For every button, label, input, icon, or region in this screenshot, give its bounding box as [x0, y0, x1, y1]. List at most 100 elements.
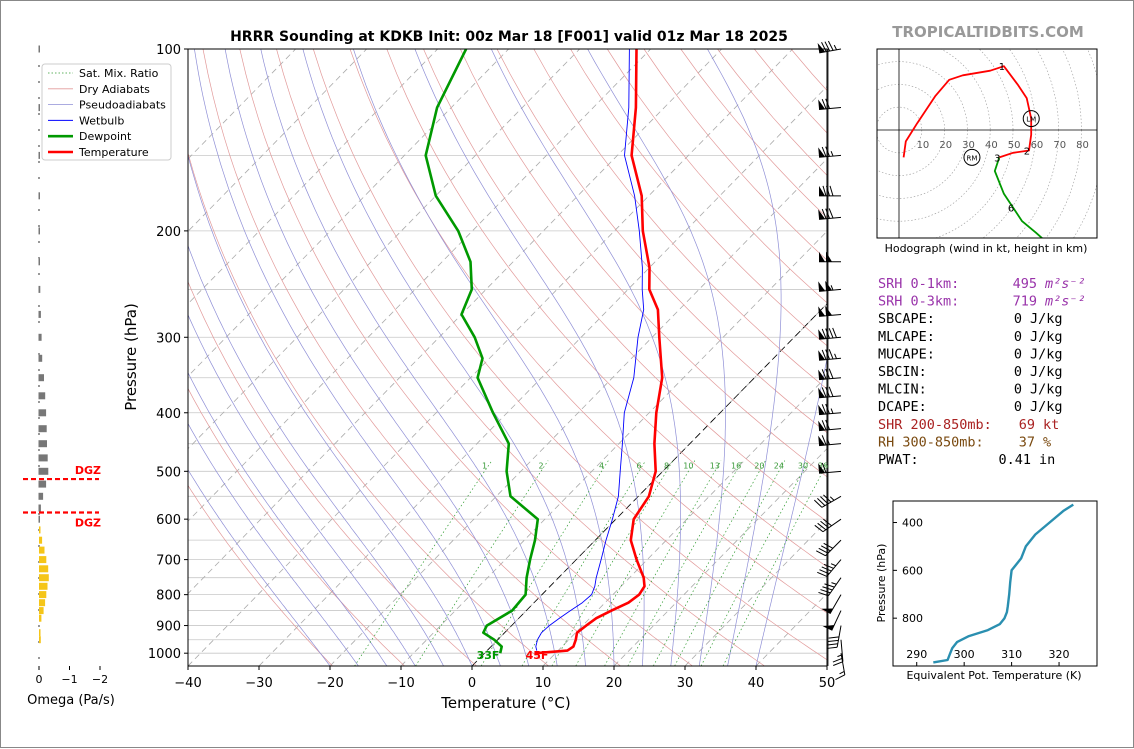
skewt-y-tick-label: 300 [156, 331, 181, 346]
stat-value: 0 [1014, 399, 1022, 415]
wind-barb [823, 611, 841, 631]
skewt-y-tick-label: 600 [156, 513, 181, 528]
wind-barb-feather [829, 637, 839, 638]
omega-bar [39, 526, 41, 533]
stat-unit: % [1043, 434, 1051, 450]
wind-barb-feather [827, 644, 837, 645]
wind-barb-feather [817, 572, 827, 576]
stat-value: 495 [1013, 276, 1037, 292]
dry-adiabat-line [313, 49, 836, 666]
wind-barb-feather [829, 369, 833, 379]
omega-bar [39, 355, 43, 362]
pseudoadiabat-line [144, 49, 444, 666]
wind-barb-flag [825, 306, 832, 316]
theta-e-line [933, 505, 1073, 663]
omega-bar [39, 468, 49, 475]
omega-bar [39, 104, 41, 111]
stat-value: 0.41 [998, 452, 1031, 468]
skewt-axes: 1002003004005006007008009001000−40−30−20… [148, 43, 835, 691]
wind-barb [818, 99, 841, 110]
wind-barb [818, 41, 841, 53]
stat-value: 0 [1014, 346, 1022, 362]
stat-row: RH 300-850mb:37% [878, 434, 1051, 450]
stat-label: SBCIN: [878, 364, 927, 380]
mixing-ratio-line [628, 461, 742, 666]
omega-bar [39, 409, 47, 416]
omega-bar [39, 516, 41, 523]
stat-label: SHR 200-850mb: [878, 417, 992, 433]
wind-barb-feather [833, 658, 843, 662]
wind-barb [818, 387, 841, 398]
wind-barb [818, 435, 841, 445]
stat-label: RH 300-850mb: [878, 434, 984, 450]
omega-bar [39, 505, 41, 512]
stat-label: PWAT: [878, 452, 919, 468]
mixing-ratio-label: 2 [538, 461, 543, 470]
omega-bar [39, 547, 45, 554]
mixing-ratio-label: 16 [731, 461, 741, 470]
skewt-y-tick-label: 200 [156, 225, 181, 240]
skewt-y-tick-label: 1000 [148, 647, 181, 662]
skewt-x-tick-label: 0 [468, 676, 476, 691]
legend-entry: Pseudoadiabats [79, 99, 166, 112]
stat-unit: m²s⁻² [1044, 294, 1086, 310]
hodograph-height-label: 9 [1099, 286, 1105, 297]
hodograph-height-label: 2 [1024, 147, 1030, 158]
wind-barb-feather [833, 328, 837, 338]
legend-entry: Wetbulb [79, 114, 124, 127]
wind-barb [819, 186, 841, 196]
wind-barb-half-feather [831, 564, 836, 566]
omega-bar [39, 227, 41, 234]
wind-barb-half-feather [834, 45, 836, 50]
wind-barb [818, 281, 841, 292]
stat-label: MLCIN: [878, 382, 927, 398]
hodograph-ring-label: 10 [917, 140, 930, 151]
omega-bar [39, 258, 41, 265]
isotherm-line [188, 49, 793, 666]
wind-barb-half-feather [831, 583, 836, 585]
pseudoadiabat-line [168, 49, 473, 666]
skewt-x-tick-label: −10 [387, 676, 414, 691]
omega-bar [39, 493, 44, 500]
wind-barb [818, 369, 841, 380]
omega-bar [39, 565, 48, 572]
wind-barb [835, 653, 844, 679]
chart-title: HRRR Sounding at KDKB Init: 00z Mar 18 [… [230, 29, 788, 45]
omega-bar [39, 636, 41, 643]
hodograph-height-label: 1 [999, 62, 1005, 73]
mixing-ratio-label: 10 [683, 461, 693, 470]
wind-barb [816, 540, 841, 556]
omega-bar [39, 334, 42, 341]
skewt-y-tick-label: 700 [156, 554, 181, 569]
hodograph-marker-label: RM [967, 154, 978, 162]
mixing-ratio-label: 6 [636, 461, 641, 470]
omega-x-tick-label: 0 [36, 673, 43, 686]
isotherm-line [259, 49, 864, 666]
surface-temperature-label: 45F [526, 649, 549, 662]
wind-barb-staff [832, 611, 841, 631]
wind-barb [818, 208, 841, 219]
wind-barb [818, 349, 841, 360]
hodograph-ring-label: 50 [1008, 140, 1021, 151]
pseudoadiabat-line [415, 49, 644, 666]
wind-barb-half-feather [831, 151, 833, 156]
skewt-x-tick-label: 20 [606, 676, 623, 691]
wind-barb-feather [828, 640, 838, 641]
hodograph-marker-label: LM [1026, 116, 1036, 124]
stat-label: MLCAPE: [878, 329, 935, 345]
mixing-ratio-line [653, 461, 765, 666]
stat-unit: J/kg [1030, 399, 1063, 415]
mixing-ratio-label: 13 [710, 461, 720, 470]
omega-bar [39, 311, 41, 318]
skewt-x-tick-label: −30 [245, 676, 272, 691]
dgz-label: DGZ [75, 464, 101, 477]
skewt-y-tick-label: 900 [156, 620, 181, 635]
wind-barb-half-feather [831, 409, 833, 414]
omega-bar [39, 454, 48, 461]
hodograph-ring-label: 40 [985, 140, 998, 151]
